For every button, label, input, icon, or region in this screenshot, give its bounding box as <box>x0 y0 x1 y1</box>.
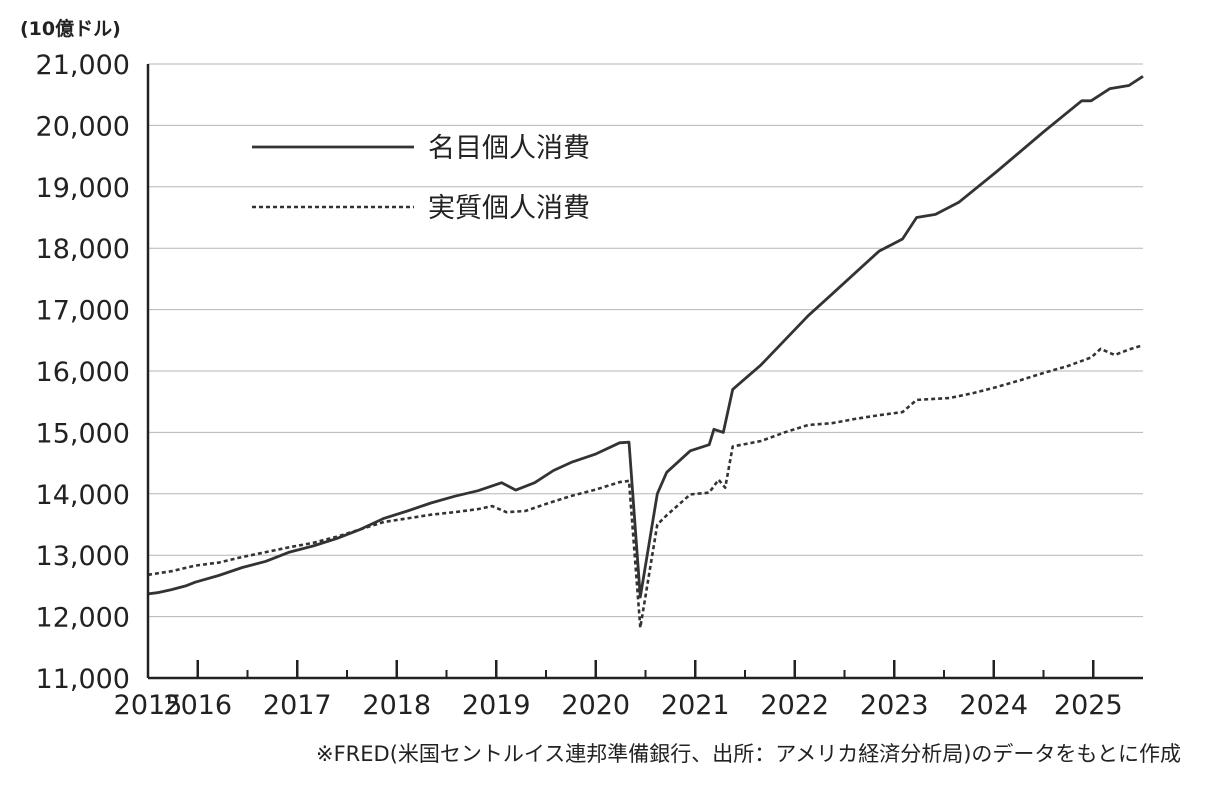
legend-label: 実質個人消費 <box>428 193 590 224</box>
x-tick-label: 2016 <box>163 690 232 721</box>
line-chart: 11,000 12,000 13,000 14,000 15,000 16,000 17,0… <box>36 50 1144 721</box>
y-tick-label: 20,000 <box>36 111 130 142</box>
y-tick-label: 17,000 <box>36 296 130 327</box>
y-axis-tick-labels: 11,000 12,000 13,000 14,000 15,000 16,000 17,0… <box>36 50 130 695</box>
x-tick-label: 2022 <box>760 690 829 721</box>
x-tick-label: 2023 <box>860 690 929 721</box>
y-axis-unit-label: (10億ドル) <box>20 18 121 40</box>
source-note: ※FRED(米国セントルイス連邦準備銀行、出所：アメリカ経済分析局)のデータをも… <box>316 742 1181 766</box>
y-tick-label: 11,000 <box>36 664 130 695</box>
x-tick-label: 2018 <box>362 690 431 721</box>
axes <box>146 64 1143 680</box>
grid-lines <box>148 63 1143 618</box>
x-tick-label: 2024 <box>959 690 1028 721</box>
real-consumption-line <box>147 343 1144 629</box>
y-tick-label: 14,000 <box>36 480 130 511</box>
x-tick-label: 2020 <box>561 690 630 721</box>
x-tick-label: 2017 <box>263 690 332 721</box>
legend-label: 名目個人消費 <box>428 133 590 164</box>
y-tick-label: 12,000 <box>36 603 130 634</box>
y-tick-label: 15,000 <box>36 418 130 449</box>
series-layer <box>147 75 1144 629</box>
y-tick-label: 13,000 <box>36 541 130 572</box>
y-tick-label: 16,000 <box>36 357 130 388</box>
nominal-consumption-line <box>147 75 1144 599</box>
x-tick-label: 2025 <box>1054 690 1123 721</box>
y-tick-label: 18,000 <box>36 234 130 265</box>
y-tick-label: 19,000 <box>36 173 130 204</box>
x-tick-label: 2015 <box>114 690 183 721</box>
y-tick-label: 21,000 <box>36 50 130 81</box>
x-tick-label: 2019 <box>462 690 531 721</box>
x-tick-label: 2021 <box>661 690 730 721</box>
